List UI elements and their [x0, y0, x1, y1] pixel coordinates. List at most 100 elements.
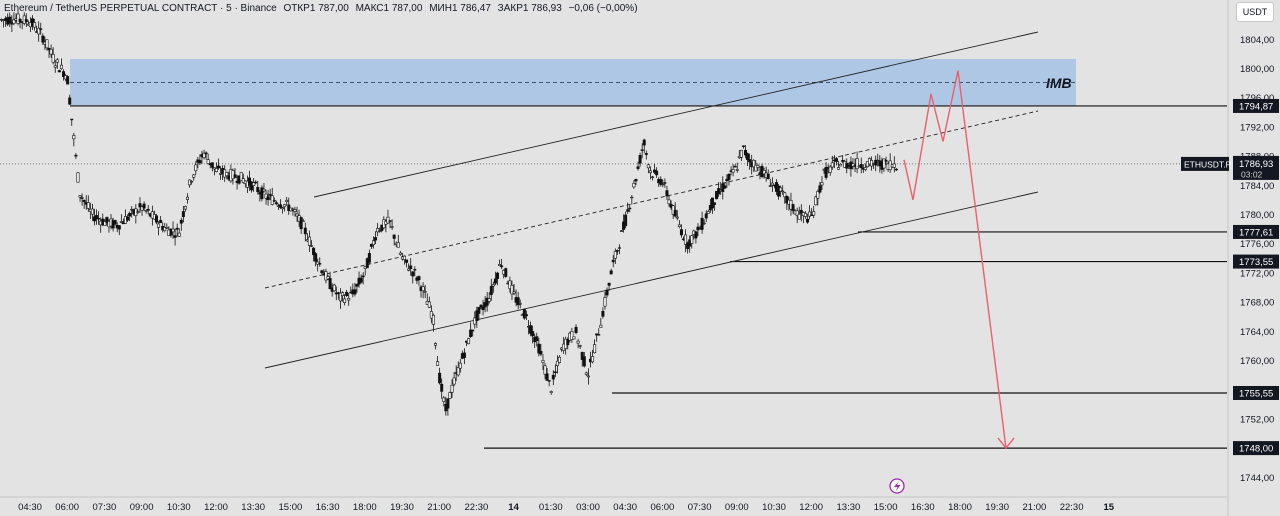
candle: [783, 191, 787, 204]
candle: [18, 18, 22, 29]
candle: [171, 221, 175, 239]
candle: [870, 156, 874, 171]
bar-countdown: 03:02: [1241, 169, 1263, 179]
level-price-tag: 1755,55: [1233, 385, 1279, 400]
imbalance-zone[interactable]: [70, 59, 1076, 106]
price-tick-label: 1780,00: [1240, 210, 1274, 221]
candle: [677, 220, 681, 229]
candle: [495, 271, 499, 286]
candle: [367, 249, 371, 265]
candle: [45, 39, 49, 51]
time-tick-label: 04:30: [613, 502, 637, 513]
candle: [345, 289, 349, 297]
candle: [431, 313, 435, 332]
candle: [303, 222, 307, 242]
time-tick-label: 13:30: [837, 502, 861, 513]
candle: [746, 152, 750, 166]
candle: [636, 161, 640, 171]
candle: [411, 270, 415, 284]
candle: [386, 209, 390, 224]
channel-line[interactable]: [264, 191, 1039, 369]
candle: [882, 158, 886, 172]
candle: [803, 211, 807, 220]
time-tick-label: 06:00: [55, 502, 79, 513]
candle: [537, 337, 541, 357]
candle: [603, 291, 607, 310]
time-tick-label: 12:00: [204, 502, 228, 513]
time-tick-label: 21:00: [427, 502, 451, 513]
candle: [493, 271, 497, 286]
candle: [183, 205, 187, 212]
projection-line[interactable]: [903, 70, 1007, 449]
candle: [644, 150, 648, 160]
candle: [51, 47, 55, 65]
price-tick-label: 1784,00: [1240, 181, 1274, 192]
currency-button[interactable]: USDT: [1236, 2, 1274, 22]
svg-text:1786,93: 1786,93: [1239, 159, 1273, 170]
candle: [605, 287, 609, 298]
candle: [462, 348, 466, 365]
candle: [177, 228, 181, 237]
candle: [37, 21, 41, 42]
price-tick-label: 1800,00: [1240, 64, 1274, 75]
candle: [82, 199, 86, 209]
symbol-legend: Ethereum / TetherUS PERPETUAL CONTRACT ·…: [4, 3, 642, 14]
candle: [839, 163, 843, 167]
candle: [694, 230, 698, 244]
candle: [607, 282, 611, 291]
candle: [646, 163, 650, 174]
candle: [615, 249, 619, 255]
candle: [661, 179, 665, 188]
candle: [144, 209, 148, 214]
candle: [667, 195, 671, 207]
candle: [241, 173, 245, 184]
candle: [214, 162, 218, 173]
candle: [684, 229, 688, 253]
price-tick-label: 1764,00: [1240, 327, 1274, 338]
lightning-icon[interactable]: [889, 478, 905, 494]
level-price-tag: 1777,61: [1233, 224, 1279, 239]
time-tick-label: 12:00: [799, 502, 823, 513]
candle: [450, 379, 454, 398]
candle: [295, 206, 299, 222]
candle: [715, 190, 719, 200]
candle: [640, 143, 644, 159]
candle: [791, 203, 795, 214]
candle: [409, 258, 413, 276]
candle: [541, 354, 545, 370]
candle: [12, 12, 16, 26]
candle: [584, 371, 588, 376]
candle: [735, 162, 739, 173]
candle: [756, 163, 760, 172]
candle: [378, 227, 382, 233]
time-tick-label: 19:30: [985, 502, 1009, 513]
time-tick-label: 03:00: [576, 502, 600, 513]
channel-line[interactable]: [313, 31, 1039, 198]
candle: [779, 185, 783, 198]
candle: [355, 283, 359, 293]
candle: [70, 118, 74, 126]
candle: [551, 370, 555, 386]
candle: [186, 193, 190, 204]
candle: [808, 205, 812, 220]
channel-line[interactable]: [264, 110, 1039, 289]
candle: [202, 149, 206, 160]
candle: [471, 329, 475, 337]
candle: [557, 355, 561, 364]
symbol-name[interactable]: Ethereum / TetherUS PERPETUAL CONTRACT ·…: [4, 3, 277, 14]
candle: [188, 179, 192, 188]
candle: [739, 149, 743, 162]
candle: [572, 336, 576, 340]
candle: [768, 178, 772, 187]
candle: [855, 151, 859, 174]
time-tick-label: 07:30: [688, 502, 712, 513]
candle: [766, 169, 770, 180]
candle: [61, 69, 65, 81]
candle: [524, 310, 528, 320]
candle: [248, 170, 252, 191]
candle: [80, 193, 84, 206]
candle: [165, 223, 169, 229]
time-tick-label: 01:30: [539, 502, 563, 513]
candle: [198, 154, 202, 166]
